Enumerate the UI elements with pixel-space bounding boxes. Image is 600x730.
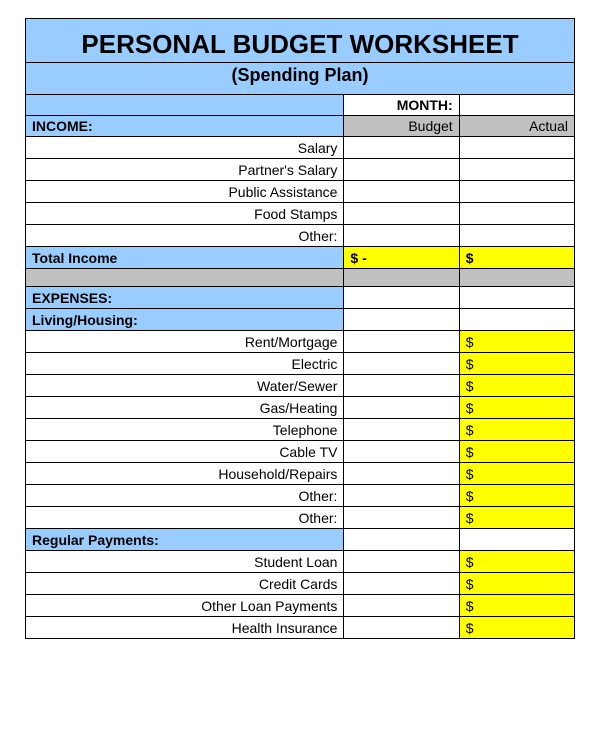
blank-cell [344,529,459,551]
expense-actual-cell[interactable]: $ [459,331,574,353]
expense-item-label: Household/Repairs [26,463,344,485]
expense-actual-cell[interactable]: $ [459,463,574,485]
income-item-label: Other: [26,225,344,247]
expense-actual-cell[interactable]: $ [459,551,574,573]
expense-item-label: Water/Sewer [26,375,344,397]
expense-budget-cell[interactable] [344,617,459,639]
total-income-actual: $ [459,247,574,269]
budget-worksheet: PERSONAL BUDGET WORKSHEET (Spending Plan… [25,18,575,639]
expense-actual-cell[interactable]: $ [459,617,574,639]
blank-cell [459,287,574,309]
blank-cell [459,309,574,331]
spacer-cell [26,269,344,287]
expense-item-label: Cable TV [26,441,344,463]
expense-item-label: Rent/Mortgage [26,331,344,353]
expense-budget-cell[interactable] [344,375,459,397]
expense-item-label: Gas/Heating [26,397,344,419]
expenses-section-label: EXPENSES: [26,287,344,309]
income-budget-cell[interactable] [344,137,459,159]
income-budget-cell[interactable] [344,159,459,181]
expense-item-label: Other: [26,485,344,507]
blank-cell [344,287,459,309]
blank-cell [344,309,459,331]
income-budget-cell[interactable] [344,181,459,203]
expense-actual-cell[interactable]: $ [459,485,574,507]
living-housing-label: Living/Housing: [26,309,344,331]
income-item-label: Salary [26,137,344,159]
expense-budget-cell[interactable] [344,573,459,595]
total-income-budget: $ - [344,247,459,269]
expense-budget-cell[interactable] [344,551,459,573]
expense-actual-cell[interactable]: $ [459,595,574,617]
worksheet-title: PERSONAL BUDGET WORKSHEET [26,19,575,63]
expense-actual-cell[interactable]: $ [459,397,574,419]
month-label: MONTH: [344,95,459,116]
actual-column-header: Actual [459,116,574,137]
expense-item-label: Other Loan Payments [26,595,344,617]
blank-cell [459,529,574,551]
expense-actual-cell[interactable]: $ [459,353,574,375]
income-actual-cell[interactable] [459,159,574,181]
expense-actual-cell[interactable]: $ [459,375,574,397]
expense-budget-cell[interactable] [344,485,459,507]
expense-actual-cell[interactable]: $ [459,573,574,595]
expense-item-label: Telephone [26,419,344,441]
income-item-label: Food Stamps [26,203,344,225]
income-actual-cell[interactable] [459,225,574,247]
income-budget-cell[interactable] [344,225,459,247]
income-actual-cell[interactable] [459,137,574,159]
worksheet-subtitle: (Spending Plan) [26,63,575,95]
expense-budget-cell[interactable] [344,463,459,485]
income-actual-cell[interactable] [459,203,574,225]
income-item-label: Public Assistance [26,181,344,203]
expense-actual-cell[interactable]: $ [459,507,574,529]
expense-budget-cell[interactable] [344,419,459,441]
month-row-spacer [26,95,344,116]
expense-budget-cell[interactable] [344,507,459,529]
spacer-cell [459,269,574,287]
expense-budget-cell[interactable] [344,595,459,617]
spacer-cell [344,269,459,287]
month-input[interactable] [459,95,574,116]
expense-budget-cell[interactable] [344,331,459,353]
income-section-label: INCOME: [26,116,344,137]
income-item-label: Partner's Salary [26,159,344,181]
budget-column-header: Budget [344,116,459,137]
expense-budget-cell[interactable] [344,397,459,419]
expense-budget-cell[interactable] [344,353,459,375]
expense-actual-cell[interactable]: $ [459,441,574,463]
expense-actual-cell[interactable]: $ [459,419,574,441]
total-income-label: Total Income [26,247,344,269]
expense-item-label: Health Insurance [26,617,344,639]
regular-payments-label: Regular Payments: [26,529,344,551]
expense-item-label: Electric [26,353,344,375]
income-budget-cell[interactable] [344,203,459,225]
income-actual-cell[interactable] [459,181,574,203]
expense-item-label: Credit Cards [26,573,344,595]
expense-item-label: Student Loan [26,551,344,573]
expense-budget-cell[interactable] [344,441,459,463]
expense-item-label: Other: [26,507,344,529]
